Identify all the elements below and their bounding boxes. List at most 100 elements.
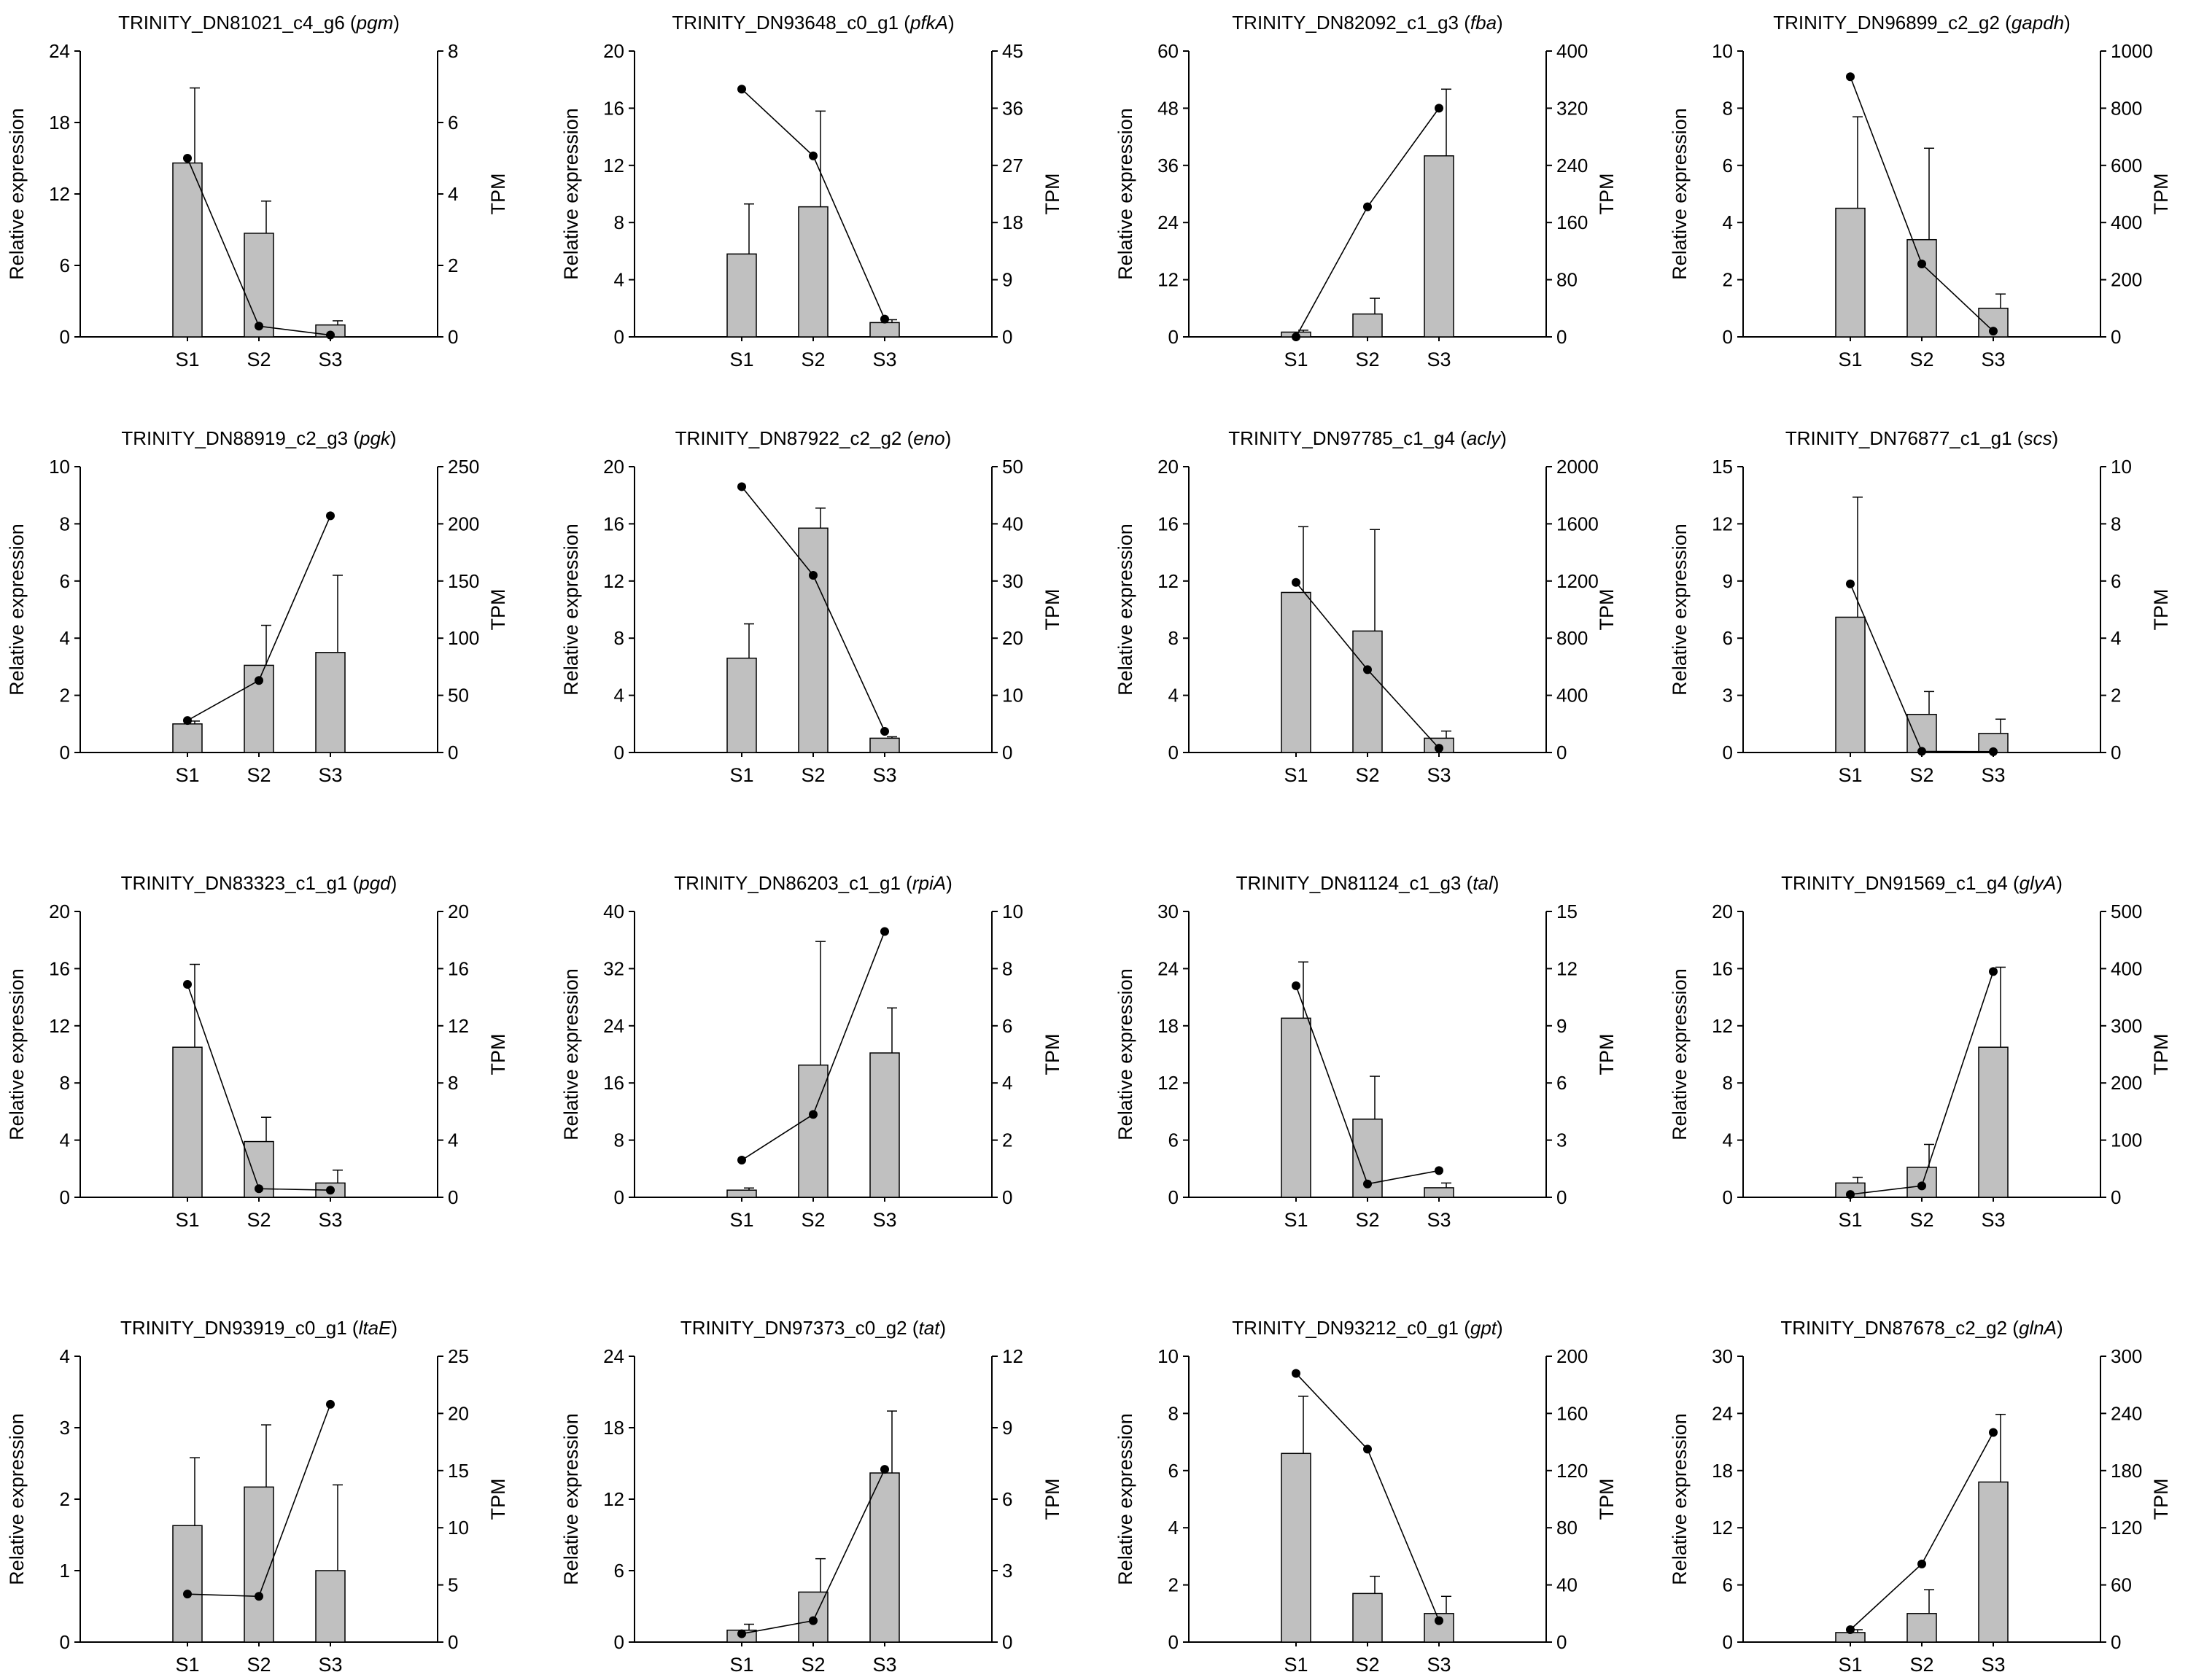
y-axis-label-left: Relative expression [1114,968,1136,1140]
tpm-point [183,716,192,726]
chart-title-close: ) [2052,427,2058,449]
x-tick-label: S2 [1355,349,1379,370]
y-tick-label-right: 0 [448,326,458,348]
y-axis-label-right: TPM [1596,174,1618,215]
y-tick-label-left: 0 [614,742,624,763]
y-tick-label-right: 0 [1556,1631,1567,1653]
chart-panel: TRINITY_DN87922_c2_g2 (eno) 0 4 8 12 16 20 0 10 2… [560,427,1063,786]
tpm-point [737,1156,746,1165]
y-axis-label-left: Relative expression [6,108,28,280]
y-axis-label-left: Relative expression [1669,968,1691,1140]
y-tick-label-left: 0 [60,1631,70,1653]
y-tick-label-left: 10 [49,456,70,478]
chart-title-close: ) [391,1317,397,1339]
y-tick-label-right: 600 [2111,155,2142,176]
chart-title-gene: ltaE [359,1317,392,1339]
chart-title: TRINITY_DN81021_c4_g6 (pgm) [118,12,400,34]
y-tick-label-right: 200 [2111,1072,2142,1094]
y-tick-label-left: 20 [1157,456,1179,478]
bar [869,737,900,753]
bar [869,322,900,338]
y-tick-label-right: 36 [1002,97,1023,119]
y-axis-label-left: Relative expression [6,1413,28,1585]
y-tick-label-right: 12 [448,1015,469,1037]
x-tick-label: S2 [801,349,825,370]
tpm-point [1917,1559,1926,1568]
x-tick-label: S2 [801,1209,825,1231]
y-tick-label-left: 6 [1723,627,1733,649]
y-tick-label-right: 240 [1556,155,1588,176]
chart-title: TRINITY_DN91569_c1_g4 (glyA) [1781,872,2063,894]
x-tick-label: S1 [175,349,199,370]
x-tick-label: S1 [1838,764,1862,786]
y-tick-label-right: 0 [448,1631,458,1653]
chart-panel: TRINITY_DN81021_c4_g6 (pgm)0612182402468… [6,12,509,370]
x-tick-label: S2 [247,349,271,370]
y-tick-label-right: 4 [448,183,458,205]
y-tick-label-left: 16 [1157,513,1179,534]
y-tick-label-left: 15 [1712,456,1733,478]
y-tick-label-left: 2 [60,1488,70,1510]
tpm-point [809,151,818,160]
y-tick-label-left: 36 [1157,155,1179,176]
y-tick-label-right: 800 [1556,627,1588,649]
x-tick-label: S3 [1981,764,2005,786]
y-axis-label-left: Relative expression [560,108,582,280]
bar [1835,616,1866,753]
y-tick-label-left: 12 [1712,1015,1733,1037]
bar [1352,313,1383,338]
y-tick-label-right: 100 [2111,1129,2142,1151]
chart-title-close: ) [1497,1317,1503,1339]
bar [172,1046,203,1198]
y-tick-label-right: 15 [1556,901,1578,922]
y-tick-label-right: 15 [448,1460,469,1482]
y-tick-label-right: 400 [2111,957,2142,979]
chart-title: TRINITY_DN96899_c2_g2 (gapdh) [1773,12,2071,34]
chart-title: TRINITY_DN76877_c1_g1 (scs) [1785,427,2058,449]
y-tick-label-right: 160 [1556,1402,1588,1424]
chart-title-gene: eno [913,427,944,449]
y-tick-label-left: 0 [60,326,70,348]
y-tick-label-right: 250 [448,456,479,478]
y-tick-label-left: 4 [1168,1517,1179,1539]
chart-panel: TRINITY_DN93919_c0_g1 (ltaE) 0 1 2 3 4 0 5 10 15 2… [6,1317,509,1676]
y-tick-label-left: 0 [1723,1186,1733,1208]
y-tick-label-right: 5 [448,1574,458,1596]
y-axis-label-right: TPM [1596,1034,1618,1076]
x-tick-label: S3 [1981,1654,2005,1676]
y-tick-label-right: 6 [1556,1072,1567,1094]
x-tick-label: S2 [1909,1654,1933,1676]
y-tick-label-right: 12 [1556,957,1578,979]
x-tick-label: S2 [1355,764,1379,786]
bar [315,652,346,753]
y-tick-label-right: 40 [1556,1574,1578,1596]
tpm-point [880,927,889,936]
y-tick-label-left: 6 [60,254,70,276]
bar [726,657,757,753]
y-tick-label-left: 9 [1723,570,1733,592]
chart-panel: TRINITY_DN82092_c1_g3 (fba) 0 12 24 36 48 60 0 8… [1114,12,1618,370]
tpm-point [1989,1428,1998,1437]
y-tick-label-left: 24 [1157,211,1179,233]
tpm-point [880,1465,889,1474]
y-tick-label-right: 30 [1002,570,1023,592]
y-tick-label-right: 50 [1002,456,1023,478]
y-tick-label-right: 10 [1002,901,1023,922]
chart-title-gene: pgk [359,427,392,449]
bar [1281,1017,1311,1198]
y-tick-label-left: 8 [60,513,70,534]
y-tick-label-left: 6 [1723,1574,1733,1596]
x-tick-label: S1 [175,764,199,786]
y-axis-label-right: TPM [2150,589,2172,631]
x-tick-label: S3 [318,349,342,370]
y-tick-label-left: 16 [603,513,624,534]
y-tick-label-right: 2 [448,254,458,276]
tpm-line [1850,971,1994,1195]
tpm-point [1435,104,1443,113]
chart-title-id: TRINITY_DN97785_c1_g4 ( [1228,427,1467,449]
tpm-point [1363,1444,1372,1454]
y-tick-label-right: 0 [1002,326,1012,348]
y-tick-label-right: 400 [1556,40,1588,62]
chart-panel: TRINITY_DN83323_c1_g1 (pgd) 0 4 8 12 16 20 0 4 8 1… [6,872,509,1231]
y-axis-label-right: TPM [1041,1479,1063,1520]
